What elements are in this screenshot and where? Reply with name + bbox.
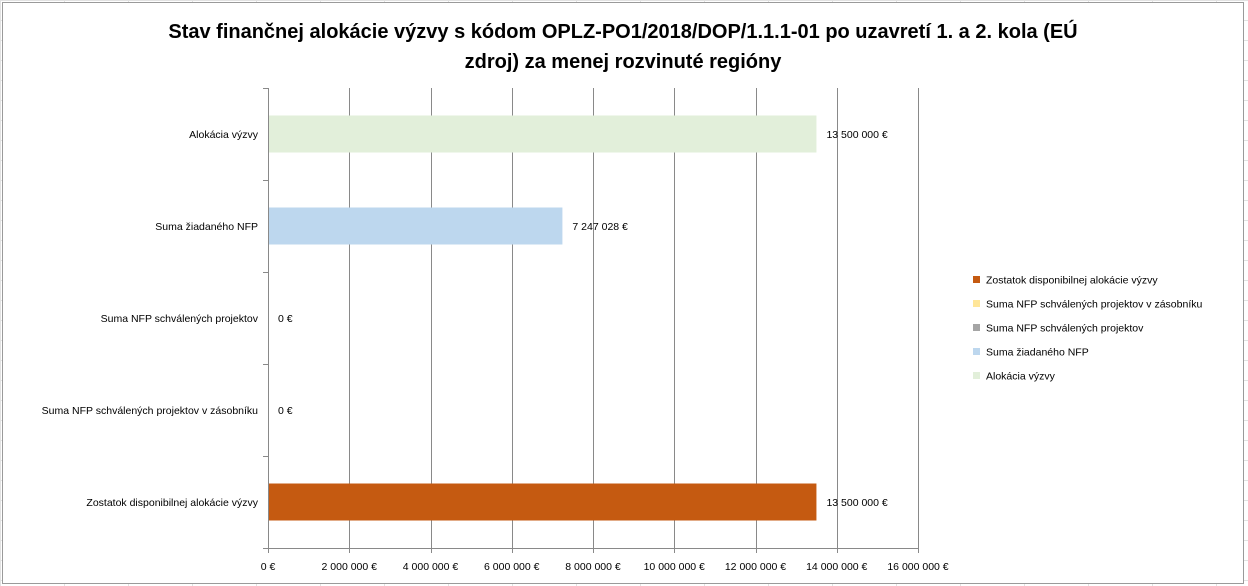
data-label: 7 247 028 € — [572, 221, 628, 233]
chart-title: Stav finančnej alokácie výzvy s kódom OP… — [3, 17, 1243, 77]
x-tick-label: 16 000 000 € — [887, 561, 948, 573]
category-label: Zostatok disponibilnej alokácie výzvy — [86, 497, 258, 509]
x-tick-label: 4 000 000 € — [403, 561, 459, 573]
bar — [268, 115, 817, 153]
legend-swatch — [973, 372, 980, 379]
data-label: 13 500 000 € — [826, 497, 887, 509]
labels: 13 500 000 € Alokácia výzvy 7 247 028 € Sum… — [42, 129, 949, 573]
category-label: Suma NFP schválených projektov v zásobní… — [42, 405, 258, 417]
chart-title-line-1: Stav finančnej alokácie výzvy s kódom OP… — [168, 21, 1078, 43]
x-tick-label: 14 000 000 € — [806, 561, 867, 573]
legend-swatch — [973, 300, 980, 307]
bar-chart: 13 500 000 € Alokácia výzvy 7 247 028 € Sum… — [42, 88, 1202, 573]
category-label: Suma NFP schválených projektov — [101, 313, 259, 325]
legend-label: Zostatok disponibilnej alokácie výzvy — [986, 275, 1158, 287]
bar — [268, 483, 817, 521]
legend-swatch — [973, 348, 980, 355]
gridlines — [349, 88, 919, 548]
legend-label: Alokácia výzvy — [986, 371, 1056, 383]
bar — [268, 207, 563, 245]
x-tick-label: 8 000 000 € — [565, 561, 621, 573]
category-label: Suma žiadaného NFP — [155, 221, 258, 233]
x-tick-label: 12 000 000 € — [725, 561, 786, 573]
x-tick-label: 6 000 000 € — [484, 561, 540, 573]
x-tick-label: 0 € — [261, 561, 276, 573]
legend-label: Suma NFP schválených projektov — [986, 323, 1144, 335]
legend-swatch — [973, 324, 980, 331]
legend-swatch — [973, 276, 980, 283]
legend-label: Suma NFP schválených projektov v zásobní… — [986, 299, 1202, 311]
data-label: 0 € — [278, 405, 293, 417]
legend: Zostatok disponibilnej alokácie výzvy Sum… — [973, 275, 1202, 383]
data-label: 0 € — [278, 313, 293, 325]
axes — [263, 88, 919, 553]
legend-label: Suma žiadaného NFP — [986, 347, 1089, 359]
x-tick-label: 2 000 000 € — [322, 561, 378, 573]
chart-title-line-2: zdroj) za menej rozvinuté regióny — [464, 51, 782, 73]
x-tick-label: 10 000 000 € — [644, 561, 705, 573]
data-label: 13 500 000 € — [826, 129, 887, 141]
bars — [268, 115, 817, 521]
category-label: Alokácia výzvy — [189, 129, 259, 141]
